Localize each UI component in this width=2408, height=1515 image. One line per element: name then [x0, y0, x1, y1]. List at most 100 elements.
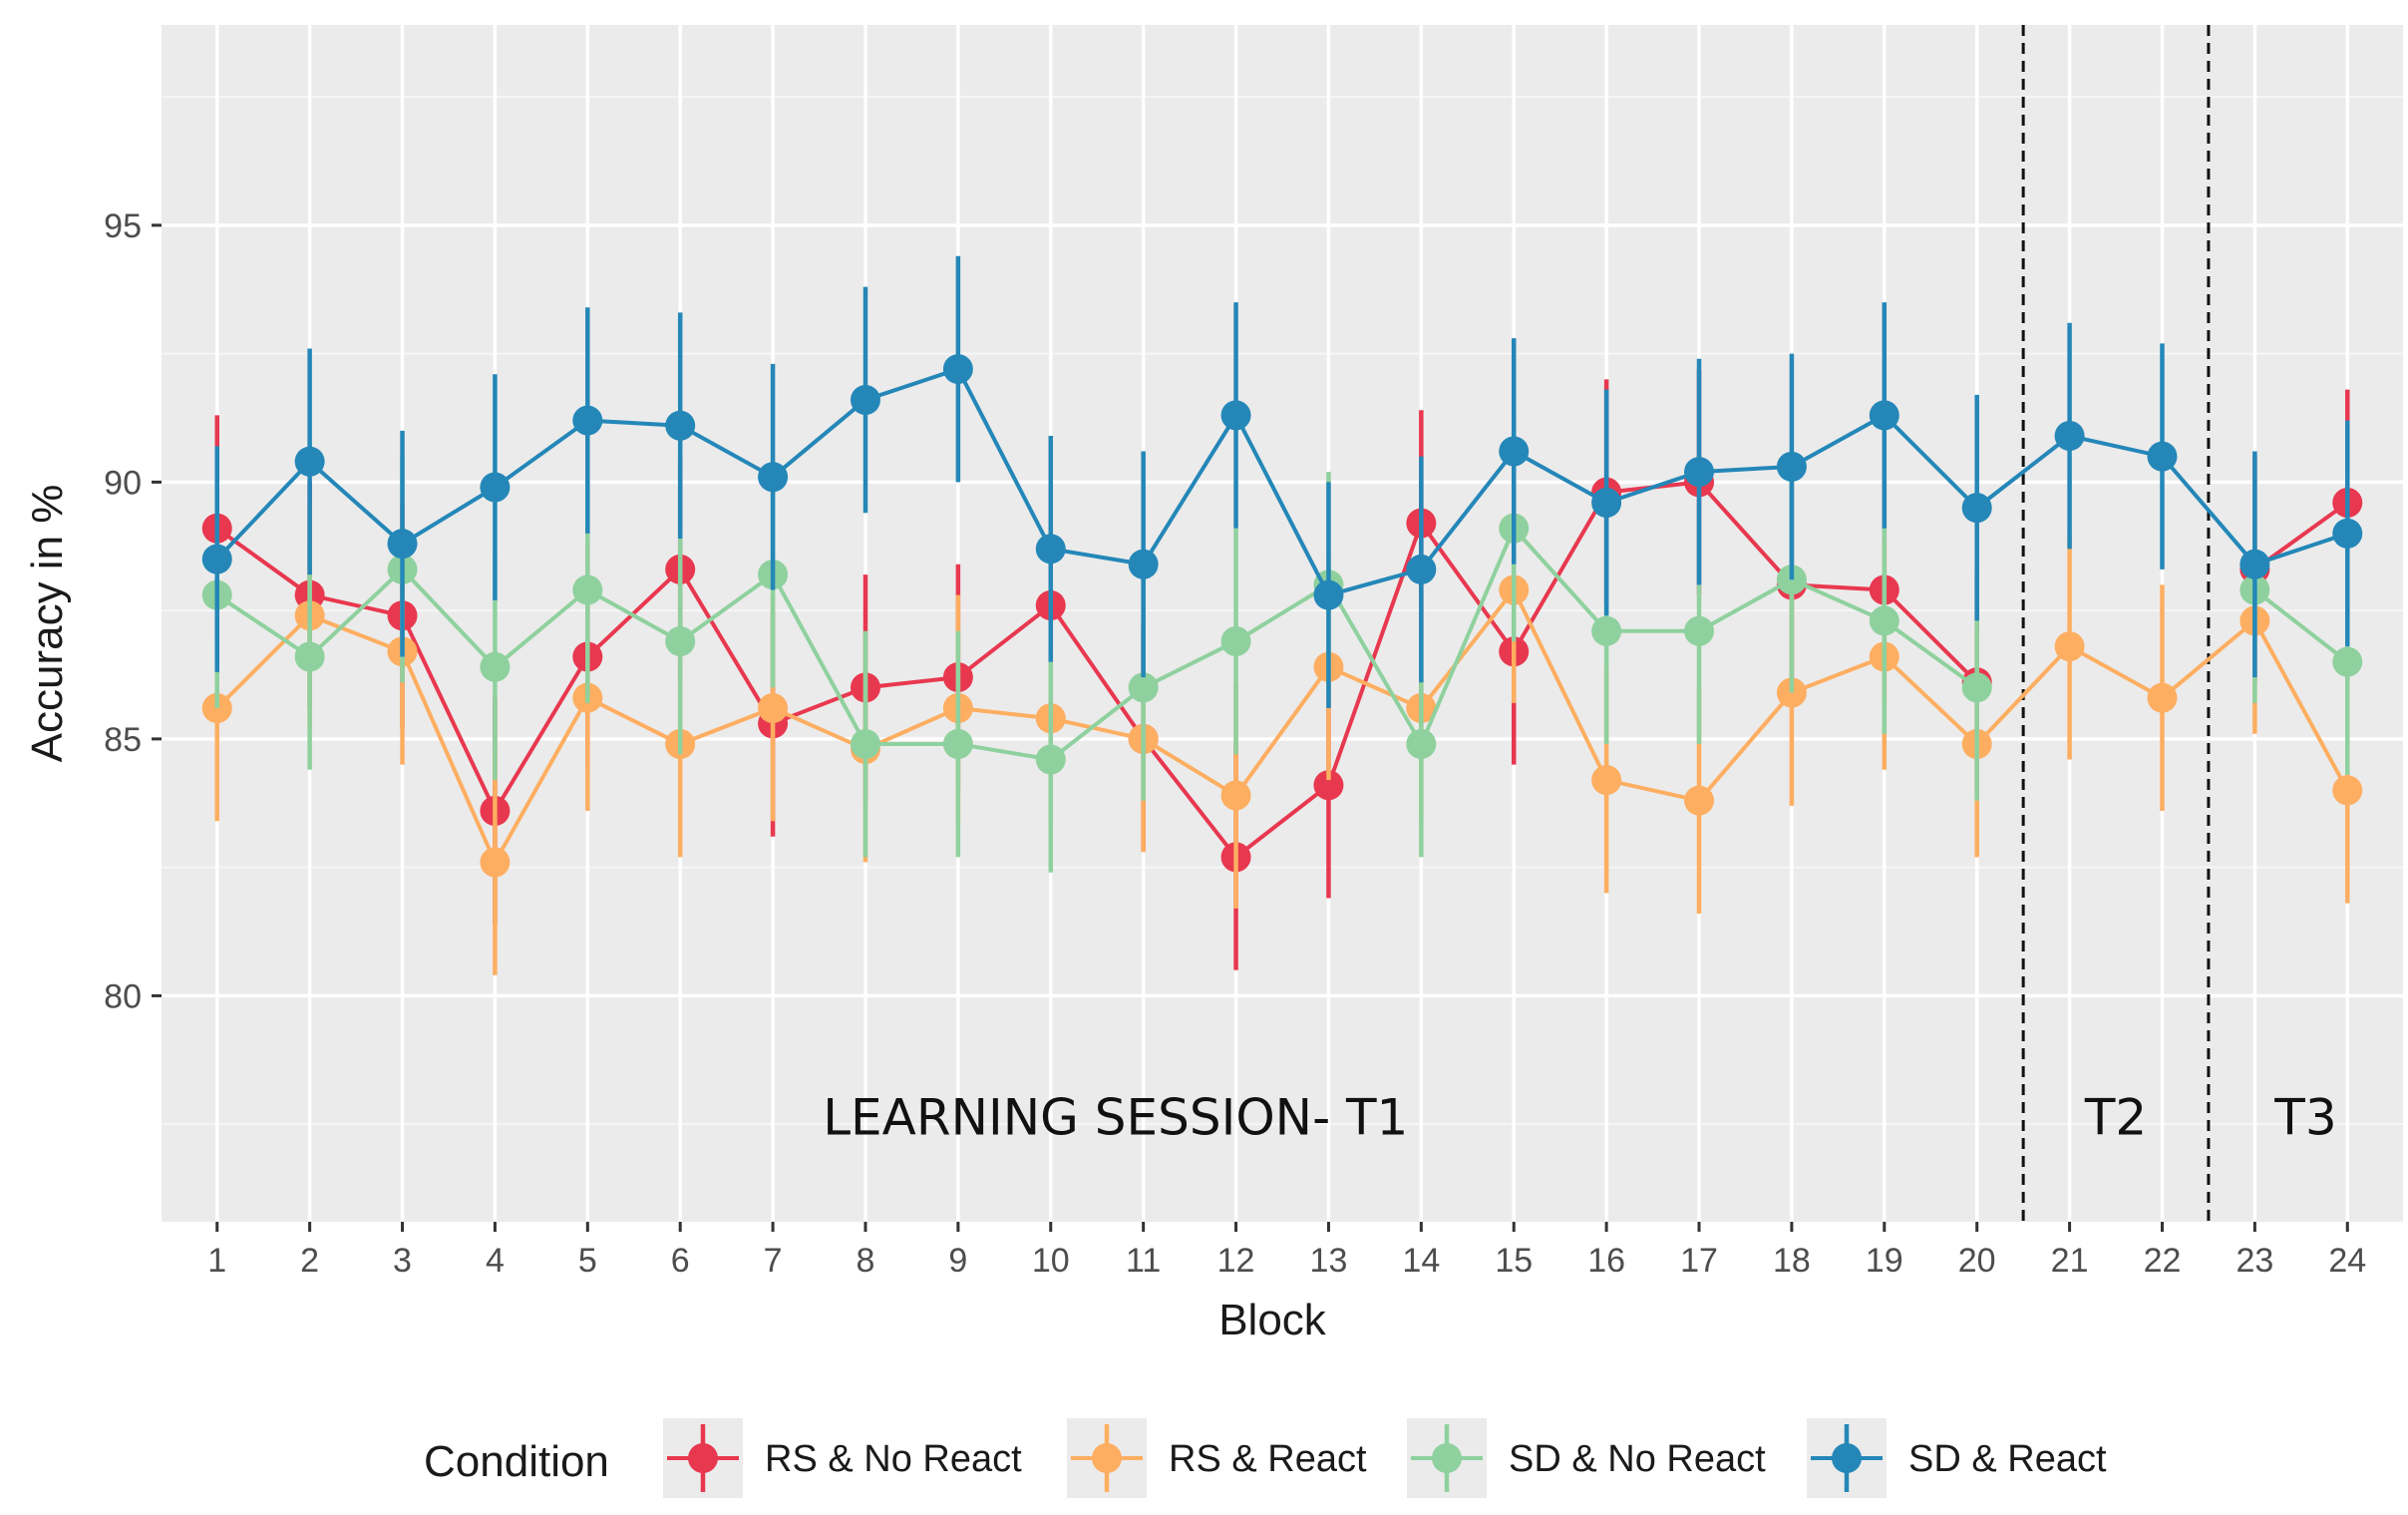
data-point [1869, 400, 1899, 431]
legend-item-rs-and-no-react: RS & No React [663, 1418, 1022, 1498]
x-tick-label: 11 [1126, 1242, 1161, 1280]
x-tick-label: 2 [300, 1242, 319, 1280]
x-tick-label: 17 [1680, 1242, 1718, 1280]
session-annotations: LEARNING SESSION- T1 T2 T3 [823, 1088, 2336, 1146]
x-tick-label: 10 [1032, 1242, 1070, 1280]
x-tick-label: 5 [578, 1242, 597, 1280]
data-point [850, 729, 880, 760]
x-tick-label: 9 [948, 1242, 967, 1280]
series-line [2253, 587, 2349, 664]
x-tick-label: 4 [486, 1242, 505, 1280]
data-point [572, 574, 603, 605]
x-tick-label: 6 [671, 1242, 690, 1280]
data-point [294, 641, 325, 672]
x-tick-label: 14 [1402, 1242, 1440, 1280]
legend-key-point [688, 1443, 718, 1473]
data-point [2147, 441, 2178, 472]
data-point [1961, 493, 1992, 524]
x-tick-label: 19 [1866, 1242, 1903, 1280]
legend-label: RS & React [1169, 1438, 1367, 1480]
data-point [1591, 765, 1622, 796]
legend-label: RS & No React [765, 1438, 1022, 1480]
data-point [294, 446, 325, 477]
data-point [665, 626, 696, 657]
annotation-learning-session-t1: LEARNING SESSION- T1 [823, 1088, 1408, 1146]
legend-key-point [1832, 1443, 1862, 1473]
legend-title: Condition [424, 1437, 609, 1486]
legend-item-rs-and-react: RS & React [1067, 1418, 1367, 1498]
data-point [1035, 534, 1066, 565]
x-axis-ticks: 1 2 3 4 5 6 7 8 9 10 11 12 13 14 15 16 17 18 19 20 21 22 23 24 [207, 1222, 2366, 1280]
x-tick-label: 12 [1217, 1242, 1255, 1280]
data-point [387, 529, 418, 560]
legend-label: SD & No React [1509, 1438, 1766, 1480]
data-point [1406, 729, 1437, 760]
annotation-t2: T2 [2084, 1088, 2147, 1146]
data-point [758, 462, 789, 493]
data-point [201, 544, 232, 574]
legend: Condition RS & No React RS & React SD & No… [424, 1418, 2107, 1498]
data-point [1499, 436, 1530, 467]
data-point [2332, 775, 2363, 806]
data-point [1313, 770, 1344, 801]
session-divider-lines [2021, 25, 2211, 1222]
x-tick-label: 24 [2328, 1242, 2366, 1280]
data-point [942, 729, 973, 760]
x-tick-label: 20 [1958, 1242, 1996, 1280]
series-layer [201, 255, 2363, 975]
data-point [1684, 615, 1715, 646]
x-tick-label: 21 [2051, 1242, 2089, 1280]
y-axis-title: Accuracy in % [23, 485, 72, 763]
data-point [2332, 646, 2363, 677]
data-point [942, 354, 973, 385]
data-point [2054, 421, 2085, 452]
legend-label: SD & React [1908, 1438, 2107, 1480]
y-tick-label: 95 [104, 207, 142, 245]
y-tick-label: 80 [104, 977, 142, 1015]
series-line [215, 367, 2348, 597]
x-tick-label: 23 [2236, 1242, 2273, 1280]
data-point [1035, 744, 1066, 775]
series-sd-and-react [201, 255, 2363, 708]
x-tick-label: 16 [1587, 1242, 1625, 1280]
legend-item-sd-and-react: SD & React [1807, 1418, 2107, 1498]
annotation-t3: T3 [2273, 1088, 2336, 1146]
data-point [1869, 605, 1899, 636]
x-tick-label: 3 [393, 1242, 412, 1280]
x-tick-label: 22 [2144, 1242, 2182, 1280]
data-point [1684, 457, 1715, 488]
data-point [480, 651, 511, 682]
data-point [1220, 780, 1251, 811]
series-line [215, 587, 2350, 865]
x-tick-label: 13 [1310, 1242, 1348, 1280]
data-point [2239, 549, 2270, 579]
data-point [2332, 518, 2363, 549]
x-tick-label: 18 [1773, 1242, 1811, 1280]
data-point [1220, 400, 1251, 431]
legend-key-point [1432, 1443, 1462, 1473]
legend-item-sd-and-no-react: SD & No React [1407, 1418, 1766, 1498]
y-axis-ticks: 80 85 90 95 [104, 207, 162, 1015]
data-point [1128, 672, 1159, 703]
data-point [1591, 487, 1622, 518]
y-tick-label: 85 [104, 721, 142, 759]
data-point [1684, 785, 1715, 816]
data-point [665, 410, 696, 441]
data-point [1776, 451, 1807, 482]
x-tick-label: 8 [857, 1242, 875, 1280]
series-line [215, 526, 1978, 762]
plot-panel [162, 25, 2403, 1222]
x-axis-title: Block [1218, 1296, 1327, 1344]
data-point [1128, 549, 1159, 579]
data-point [480, 847, 511, 878]
data-point [758, 692, 789, 723]
minor-gridlines [162, 96, 2403, 1126]
legend-key-point [1092, 1443, 1122, 1473]
data-point [850, 384, 880, 415]
data-point [2054, 631, 2085, 662]
data-point [1961, 672, 1992, 703]
x-tick-label: 7 [764, 1242, 783, 1280]
y-tick-label: 90 [104, 464, 142, 502]
series-line [215, 480, 1979, 860]
